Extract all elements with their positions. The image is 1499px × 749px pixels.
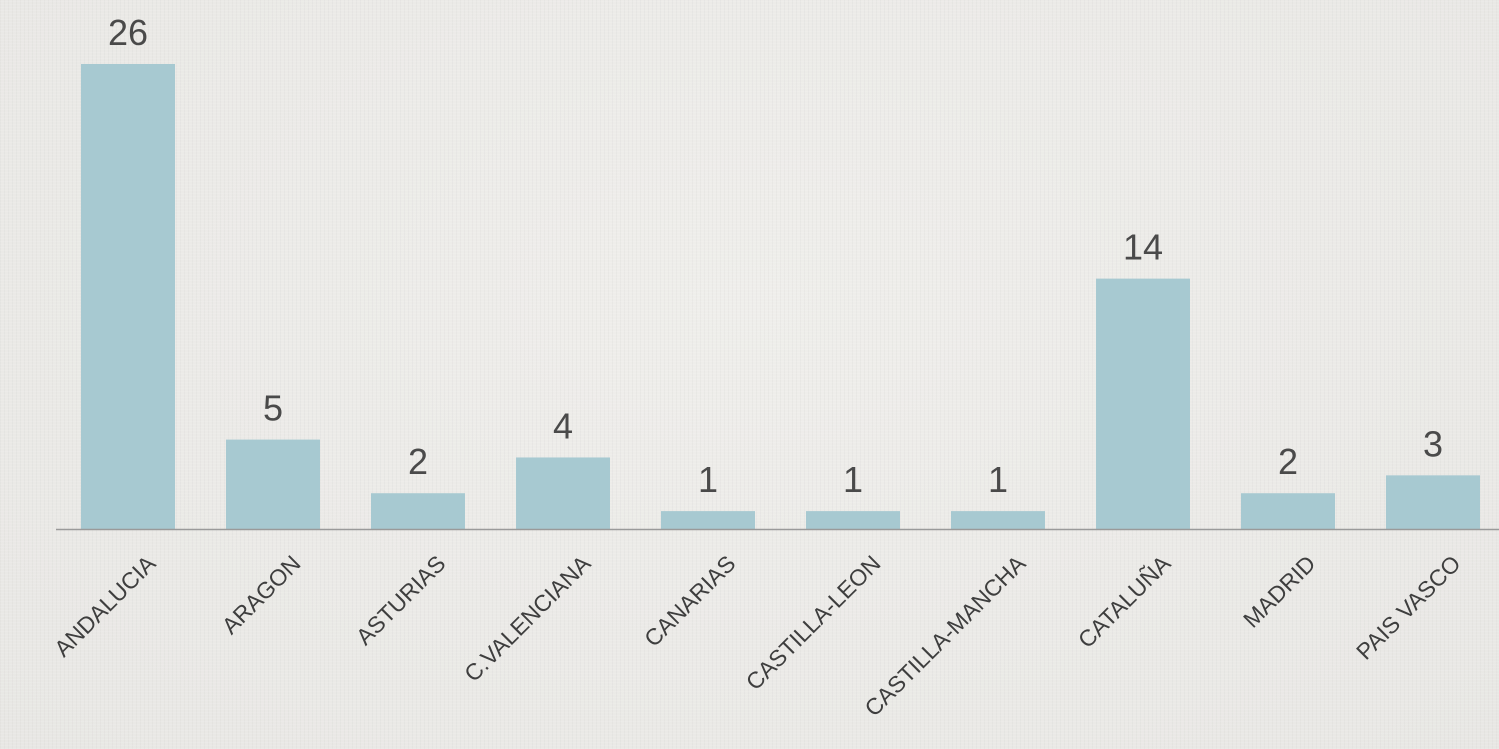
category-label-canarias: CANARIAS [639,550,741,652]
bar-andalucia [81,64,175,529]
category-label-pais-vasco: PAIS VASCO [1351,550,1465,664]
value-label-andalucia: 26 [108,12,148,53]
value-label-castilla-mancha: 1 [988,459,1008,500]
value-label-madrid: 2 [1278,441,1298,482]
value-label-cataluna: 14 [1123,227,1163,268]
category-label-madrid: MADRID [1238,550,1321,633]
bar-castilla-leon [806,511,900,529]
category-label-cataluna: CATALUÑA [1073,550,1176,653]
category-label-andalucia: ANDALUCIA [49,550,161,662]
value-label-c-valenciana: 4 [553,405,573,446]
bar-c-valenciana [516,457,610,529]
value-labels-group: 26 5 2 4 1 1 1 14 2 3 [108,12,1443,500]
value-label-aragon: 5 [263,388,283,429]
bar-castilla-mancha [951,511,1045,529]
bar-madrid [1241,493,1335,529]
bar-asturias [371,493,465,529]
category-label-aragon: ARAGON [217,550,306,639]
value-label-castilla-leon: 1 [843,459,863,500]
category-label-castilla-mancha: CASTILLA-MANCHA [859,550,1031,722]
bar-aragon [226,439,320,529]
bars-group [81,64,1480,529]
value-label-asturias: 2 [408,441,428,482]
value-label-canarias: 1 [698,459,718,500]
category-label-c-valenciana: C.VALENCIANA [459,550,596,687]
category-labels-group: ANDALUCIA ARAGON ASTURIAS C.VALENCIANA CANAR… [49,550,1465,722]
category-label-castilla-leon: CASTILLA-LEON [741,550,886,695]
category-label-asturias: ASTURIAS [351,550,451,650]
bar-canarias [661,511,755,529]
bar-pais-vasco [1386,475,1480,529]
value-label-pais-vasco: 3 [1423,423,1443,464]
bar-cataluna [1096,278,1190,529]
